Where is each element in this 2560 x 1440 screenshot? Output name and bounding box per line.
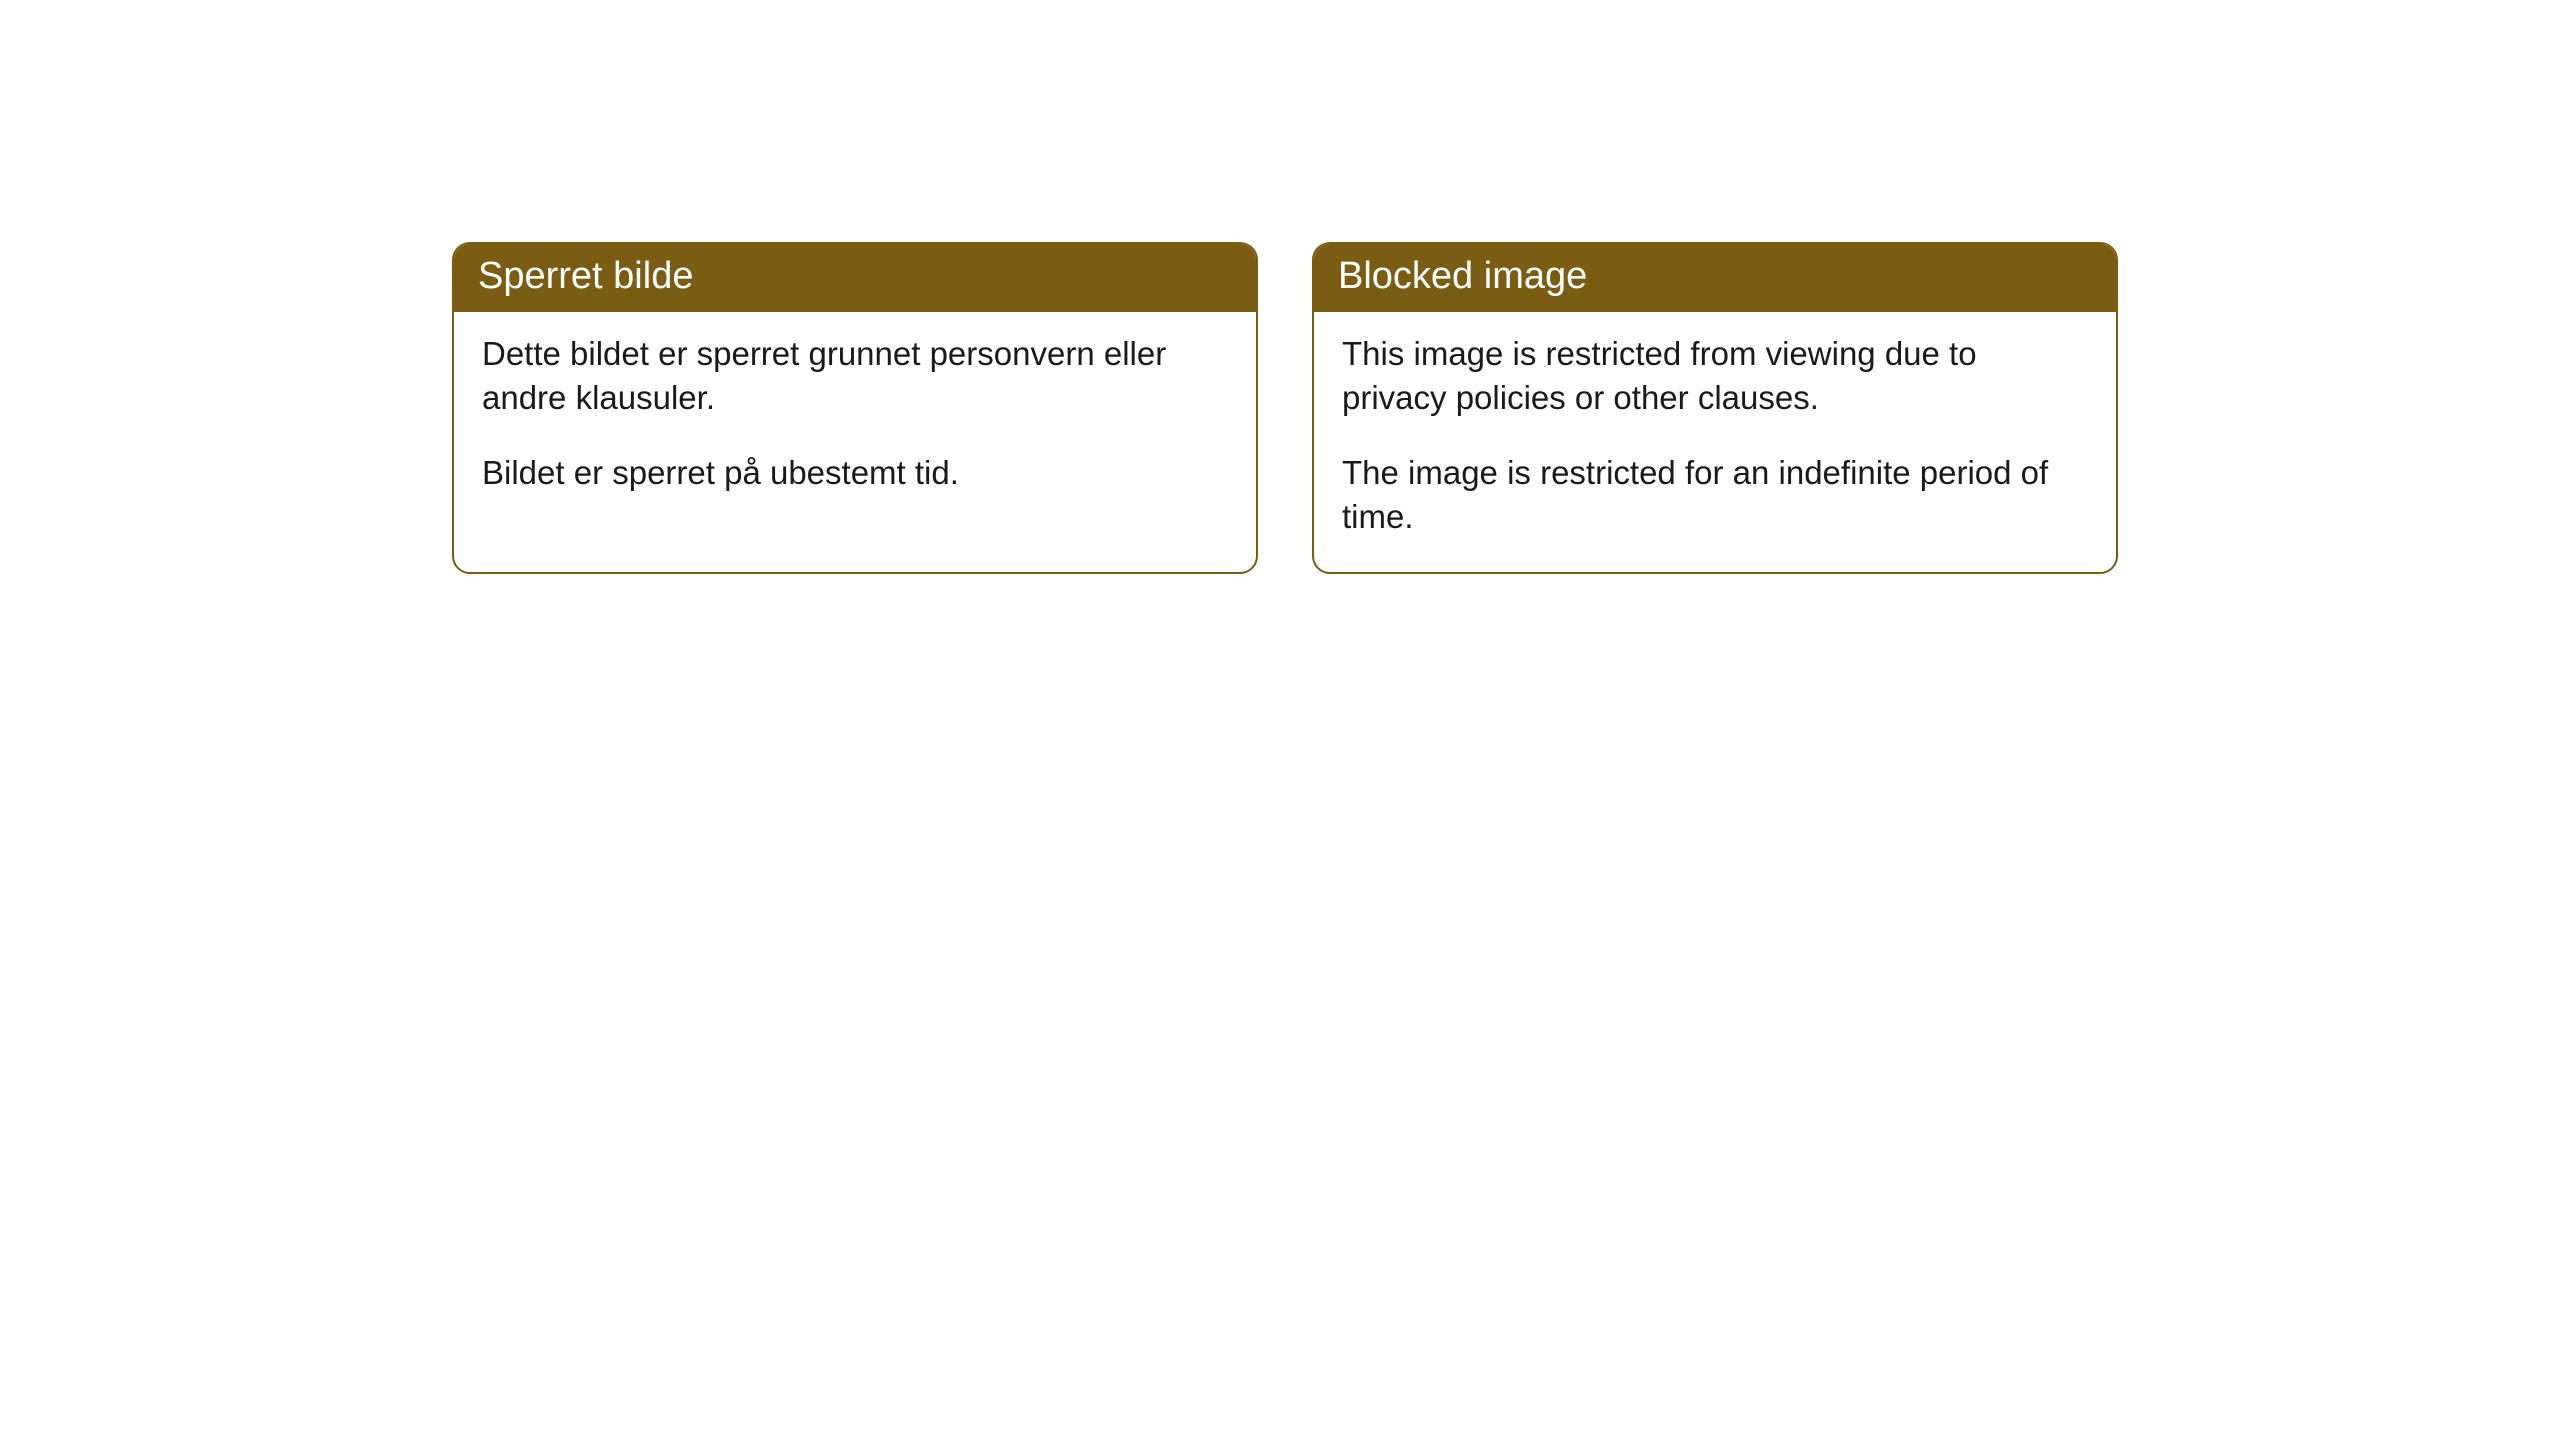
notice-container: Sperret bilde Dette bildet er sperret gr… bbox=[0, 0, 2560, 574]
notice-paragraph: This image is restricted from viewing du… bbox=[1342, 332, 2088, 421]
notice-paragraph: Bildet er sperret på ubestemt tid. bbox=[482, 451, 1228, 496]
notice-body: This image is restricted from viewing du… bbox=[1314, 312, 2116, 572]
notice-card-english: Blocked image This image is restricted f… bbox=[1312, 242, 2118, 574]
notice-header: Sperret bilde bbox=[454, 244, 1256, 312]
notice-header: Blocked image bbox=[1314, 244, 2116, 312]
notice-body: Dette bildet er sperret grunnet personve… bbox=[454, 312, 1256, 528]
notice-paragraph: The image is restricted for an indefinit… bbox=[1342, 451, 2088, 540]
notice-paragraph: Dette bildet er sperret grunnet personve… bbox=[482, 332, 1228, 421]
notice-card-norwegian: Sperret bilde Dette bildet er sperret gr… bbox=[452, 242, 1258, 574]
